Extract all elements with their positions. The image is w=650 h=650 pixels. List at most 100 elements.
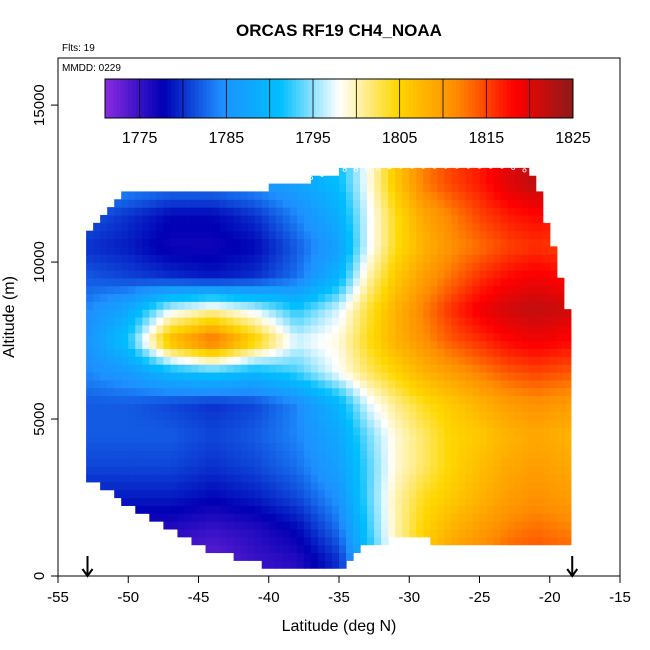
heatmap-cell — [191, 309, 200, 318]
heatmap-cell — [212, 528, 221, 538]
heatmap-cell — [458, 364, 467, 373]
heatmap-cell — [374, 317, 382, 326]
heatmap-cell — [240, 285, 249, 295]
heatmap-cell — [465, 317, 474, 326]
heatmap-cell — [374, 191, 382, 200]
heatmap-cell — [549, 426, 558, 436]
heatmap-cell — [114, 238, 122, 247]
heatmap-cell — [395, 419, 403, 428]
heatmap-cell — [240, 450, 249, 459]
heatmap-cell — [233, 419, 242, 428]
heatmap-cell — [339, 387, 347, 397]
heatmap-cell — [535, 254, 544, 263]
heatmap-cell — [254, 301, 263, 310]
x-tick-label: -45 — [188, 589, 210, 606]
heatmap-cell — [528, 285, 537, 295]
heatmap-cell — [135, 348, 143, 357]
heatmap-cell — [507, 497, 516, 506]
heatmap-cell — [395, 254, 403, 263]
heatmap-cell — [177, 309, 186, 318]
heatmap-cell — [444, 466, 452, 475]
heatmap-cell — [254, 364, 263, 373]
heatmap-cell — [542, 332, 551, 342]
heatmap-cell — [163, 481, 172, 491]
heatmap-cell — [177, 301, 186, 310]
heatmap-cell — [121, 419, 129, 428]
heatmap-cell — [254, 222, 263, 232]
heatmap-cell — [507, 489, 516, 499]
heatmap-cell — [331, 419, 340, 428]
heatmap-cell — [114, 340, 122, 349]
heatmap-cell — [254, 246, 263, 255]
heatmap-cell — [324, 473, 333, 483]
heatmap-cell — [542, 442, 551, 452]
heatmap-cell — [128, 332, 136, 342]
heatmap-cell — [268, 301, 277, 310]
colorbar-segment — [307, 79, 313, 118]
heatmap-cell — [177, 238, 186, 247]
heatmap-cell — [353, 497, 361, 506]
heatmap-cell — [430, 481, 438, 491]
heatmap-cell — [303, 262, 312, 271]
heatmap-cell — [128, 285, 136, 295]
heatmap-cell — [346, 544, 354, 554]
heatmap-cell — [170, 262, 179, 271]
heatmap-cell — [219, 262, 228, 271]
heatmap-cell — [360, 246, 368, 255]
heatmap-cell — [479, 199, 488, 208]
heatmap-cell — [521, 497, 530, 506]
heatmap-cell — [233, 277, 242, 287]
colorbar-segment — [346, 79, 352, 118]
heatmap-cell — [219, 473, 228, 483]
heatmap-cell — [184, 419, 193, 428]
heatmap-cell — [198, 403, 207, 412]
heatmap-cell — [219, 379, 228, 389]
heatmap-cell — [261, 544, 270, 554]
heatmap-cell — [296, 301, 305, 310]
heatmap-cell — [423, 434, 431, 444]
heatmap-cell — [121, 473, 129, 483]
heatmap-cell — [107, 222, 115, 232]
heatmap-cell — [500, 489, 509, 499]
heatmap-cell — [535, 387, 544, 397]
heatmap-cell — [528, 324, 537, 334]
heatmap-cell — [486, 246, 495, 255]
heatmap-cell — [128, 277, 136, 287]
heatmap-cell — [388, 426, 396, 436]
heatmap-cell — [388, 340, 396, 349]
heatmap-cell — [317, 230, 326, 240]
heatmap-cell — [128, 238, 136, 247]
heatmap-cell — [444, 191, 452, 200]
heatmap-cell — [409, 356, 417, 365]
heatmap-cell — [219, 434, 228, 444]
heatmap-cell — [472, 505, 481, 514]
heatmap-cell — [170, 489, 179, 499]
heatmap-cell — [254, 419, 263, 428]
heatmap-cell — [521, 262, 530, 271]
heatmap-cell — [381, 183, 389, 193]
heatmap-cell — [507, 207, 516, 216]
heatmap-cell — [268, 356, 277, 365]
heatmap-cell — [507, 379, 516, 389]
heatmap-cell — [121, 262, 129, 271]
heatmap-cell — [549, 293, 558, 302]
heatmap-cell — [240, 332, 249, 342]
heatmap-cell — [100, 332, 108, 342]
heatmap-cell — [514, 246, 523, 255]
heatmap-cell — [500, 214, 509, 224]
heatmap-cell — [423, 254, 431, 263]
heatmap-cell — [93, 473, 101, 483]
heatmap-cell — [170, 513, 179, 522]
heatmap-cell — [247, 309, 256, 318]
heatmap-cell — [282, 395, 291, 404]
heatmap-cell — [479, 285, 488, 295]
heatmap-cell — [493, 207, 502, 216]
heatmap-cell — [458, 442, 467, 452]
heatmap-cell — [374, 262, 382, 271]
heatmap-cell — [247, 214, 256, 224]
heatmap-cell — [388, 450, 396, 459]
heatmap-cell — [507, 285, 516, 295]
heatmap-cell — [219, 426, 228, 436]
heatmap-cell — [289, 403, 298, 412]
heatmap-cell — [261, 426, 270, 436]
